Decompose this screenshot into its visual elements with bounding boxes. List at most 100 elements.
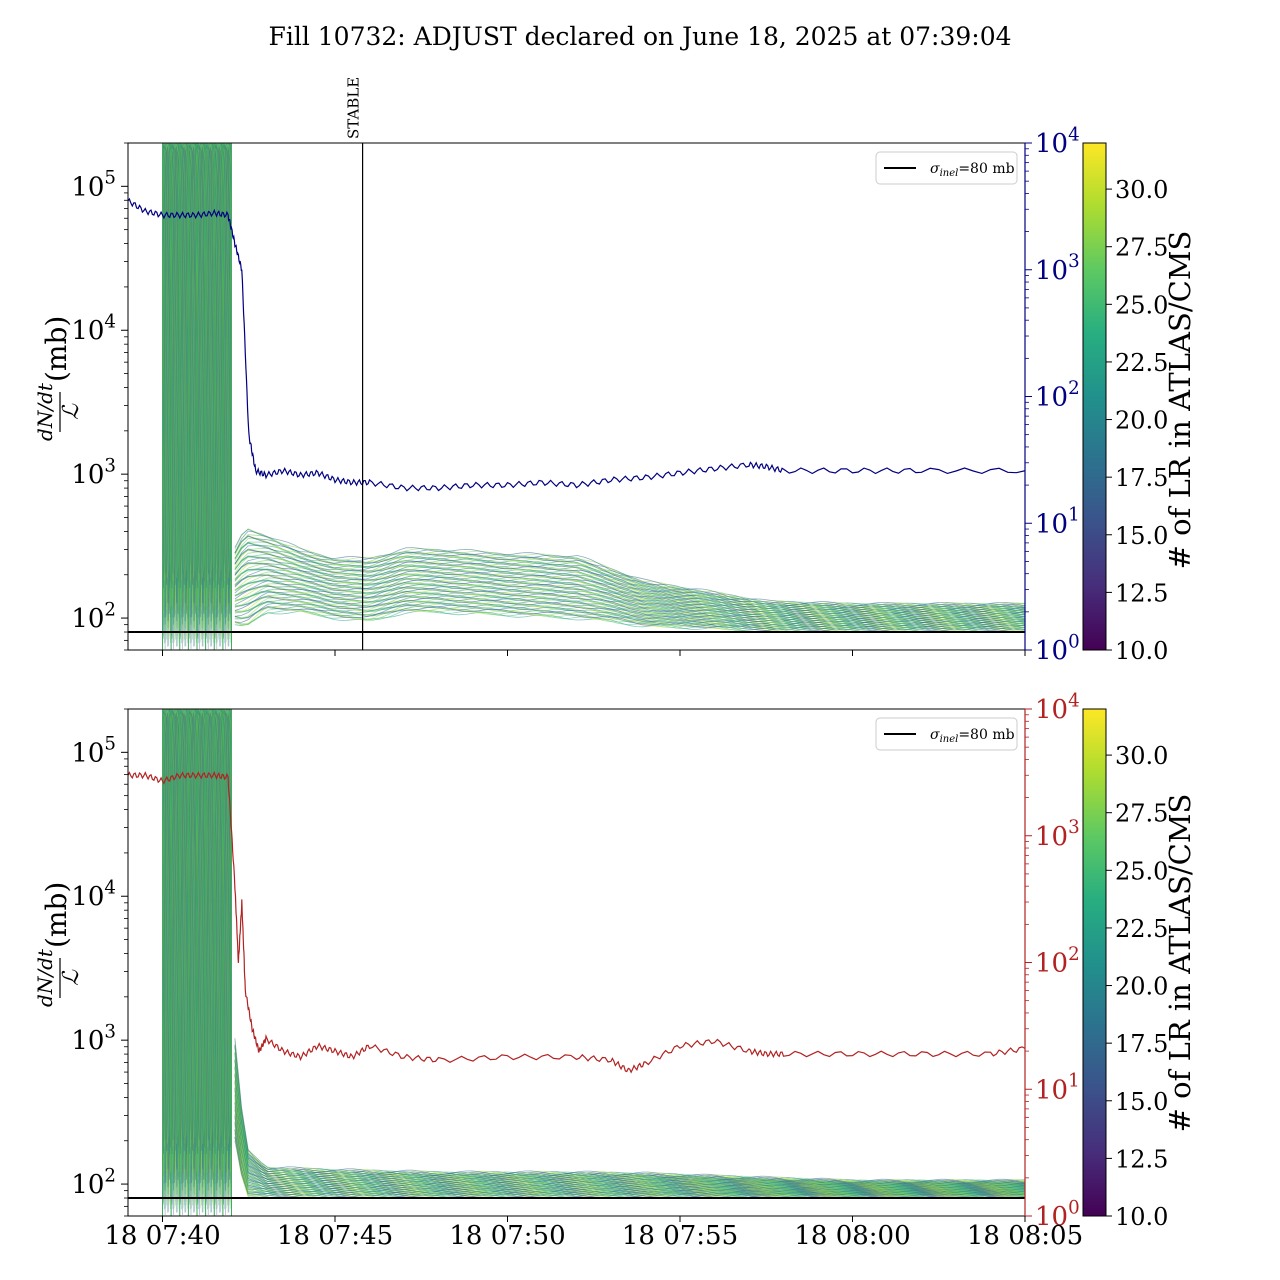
colorbar-tick-label: 27.5: [1115, 800, 1168, 828]
rate-curve: [234, 563, 1025, 617]
x-tick-label: 18 07:45: [277, 1221, 393, 1251]
bottom-series: [128, 771, 1025, 1074]
bottom-rate-band: [234, 1038, 1025, 1199]
left-tick-label: 105: [71, 734, 116, 769]
rate-curve: [234, 1038, 1025, 1184]
rate-curve: [234, 1060, 1025, 1187]
right-tick-label: 103: [1035, 817, 1080, 852]
rate-curve: [234, 1056, 1025, 1186]
right-tick-label: 101: [1035, 505, 1080, 540]
right-tick-label: 104: [1035, 690, 1080, 725]
right-tick-label: 104: [1035, 124, 1080, 159]
rate-curve: [234, 1045, 1025, 1185]
rate-curve: [234, 530, 1025, 608]
svg-text:(mb): (mb): [40, 316, 73, 382]
svg-text:dN/dt: dN/dt: [33, 948, 57, 1007]
right-tick-label: 102: [1035, 378, 1080, 413]
bottom-x-axis: 18 07:40 18 07:45 18 07:50 18 07:55 18 08:00…: [104, 1216, 1083, 1251]
chart-title: Fill 10732: ADJUST declared on June 18, …: [268, 22, 1011, 51]
top-colorbar: 10.0 12.5 15.0 17.5 20.0 22.5 25.0 27.5 30.0 # o…: [1082, 142, 1197, 665]
rate-curve: [234, 528, 1025, 607]
colorbar-tick-label: 25.0: [1115, 857, 1168, 885]
stable-marker: STABLE: [345, 77, 364, 650]
colorbar-tick-label: 17.5: [1115, 464, 1168, 492]
left-tick-label: 102: [71, 1165, 116, 1200]
rate-curve: [234, 1052, 1025, 1186]
colorbar-tick-label: 12.5: [1115, 579, 1168, 607]
svg-text:(mb): (mb): [40, 882, 73, 948]
bottom-right-axis: 100 101 102 103 104: [1024, 690, 1080, 1232]
top-legend: σinel=80 mb: [875, 151, 1018, 185]
rate-curve: [234, 528, 1025, 607]
top-x-axis: [162, 650, 1026, 656]
rate-curve: [234, 1051, 1025, 1185]
colorbar-tick-label: 30.0: [1115, 742, 1168, 770]
rate-curve: [234, 548, 1025, 612]
rate-curve: [234, 553, 1025, 614]
rate-curve: [234, 1060, 1025, 1187]
rate-curve: [234, 1088, 1025, 1191]
bottom-spikes: [162, 709, 232, 1216]
top-panel: STABLE 102 103 104 105 100 101 102 103 104 σine…: [33, 77, 1080, 666]
top-left-axis: 102 103 104 105: [71, 142, 128, 651]
svg-text:ℒ: ℒ: [59, 969, 84, 986]
x-tick-label: 18 08:00: [794, 1221, 910, 1251]
colorbar-tick-label: 22.5: [1115, 915, 1168, 943]
top-y-label: dN/dt ℒ (mb): [33, 316, 84, 441]
bottom-axes-frame: [127, 708, 1026, 1217]
svg-text:ℒ: ℒ: [59, 403, 84, 420]
top-colorbar-ticks: 10.0 12.5 15.0 17.5 20.0 22.5 25.0 27.5 30.0: [1106, 176, 1168, 665]
right-axis-series-line: [128, 771, 1025, 1074]
rate-curve: [234, 557, 1025, 615]
bottom-colorbar-label: # of LR in ATLAS/CMS: [1163, 794, 1197, 1133]
rate-curve: [234, 584, 1025, 624]
left-tick-label: 103: [71, 1021, 116, 1056]
rate-curve: [234, 551, 1025, 613]
colorbar-tick-label: 30.0: [1115, 176, 1168, 204]
right-tick-label: 102: [1035, 944, 1080, 979]
top-spikes: [162, 143, 232, 650]
rate-curve: [234, 541, 1025, 610]
bottom-legend: σinel=80 mb: [875, 717, 1018, 751]
rate-curve: [234, 595, 1025, 628]
x-tick-label: 18 07:50: [449, 1221, 565, 1251]
colorbar-tick-label: 10.0: [1115, 1203, 1168, 1231]
colorbar-tick-label: 20.0: [1115, 973, 1168, 1001]
rate-curve: [234, 580, 1025, 623]
colorbar-tick-label: 20.0: [1115, 407, 1168, 435]
rate-curve: [234, 1053, 1025, 1186]
right-tick-label: 100: [1035, 1197, 1080, 1232]
bottom-colorbar: 10.0 12.5 15.0 17.5 20.0 22.5 25.0 27.5 30.0 # o…: [1082, 708, 1197, 1231]
rate-curve: [234, 586, 1025, 625]
rate-curve: [234, 1067, 1025, 1188]
x-tick-label: 18 07:55: [622, 1221, 738, 1251]
colorbar-tick-label: 15.0: [1115, 1088, 1168, 1116]
left-tick-label: 104: [71, 878, 116, 913]
right-tick-label: 100: [1035, 631, 1080, 666]
rate-curve: [234, 1059, 1025, 1187]
left-tick-label: 102: [71, 599, 116, 634]
top-series: [128, 197, 1025, 492]
stable-label: STABLE: [345, 77, 363, 139]
colorbar-tick-label: 22.5: [1115, 349, 1168, 377]
bottom-legend-label: σinel=80 mb: [930, 727, 1015, 745]
x-tick-label: 18 07:40: [104, 1221, 220, 1251]
bottom-colorbar-ticks: 10.0 12.5 15.0 17.5 20.0 22.5 25.0 27.5 30.0: [1106, 742, 1168, 1231]
x-tick-label: 18 08:05: [967, 1221, 1083, 1251]
rate-curve: [234, 574, 1025, 621]
rate-curve: [234, 1052, 1025, 1186]
right-tick-label: 103: [1035, 251, 1080, 286]
rate-curve: [234, 1073, 1025, 1189]
left-tick-label: 103: [71, 455, 116, 490]
right-tick-label: 101: [1035, 1071, 1080, 1106]
rate-curve: [234, 1063, 1025, 1187]
colorbar-tick-label: 10.0: [1115, 637, 1168, 665]
top-rate-band: [234, 528, 1025, 633]
top-right-axis: 100 101 102 103 104: [1024, 124, 1080, 666]
rate-curve: [234, 1059, 1025, 1187]
left-tick-label: 104: [71, 312, 116, 347]
rate-curve: [234, 1130, 1025, 1197]
rate-curve: [234, 1040, 1025, 1184]
